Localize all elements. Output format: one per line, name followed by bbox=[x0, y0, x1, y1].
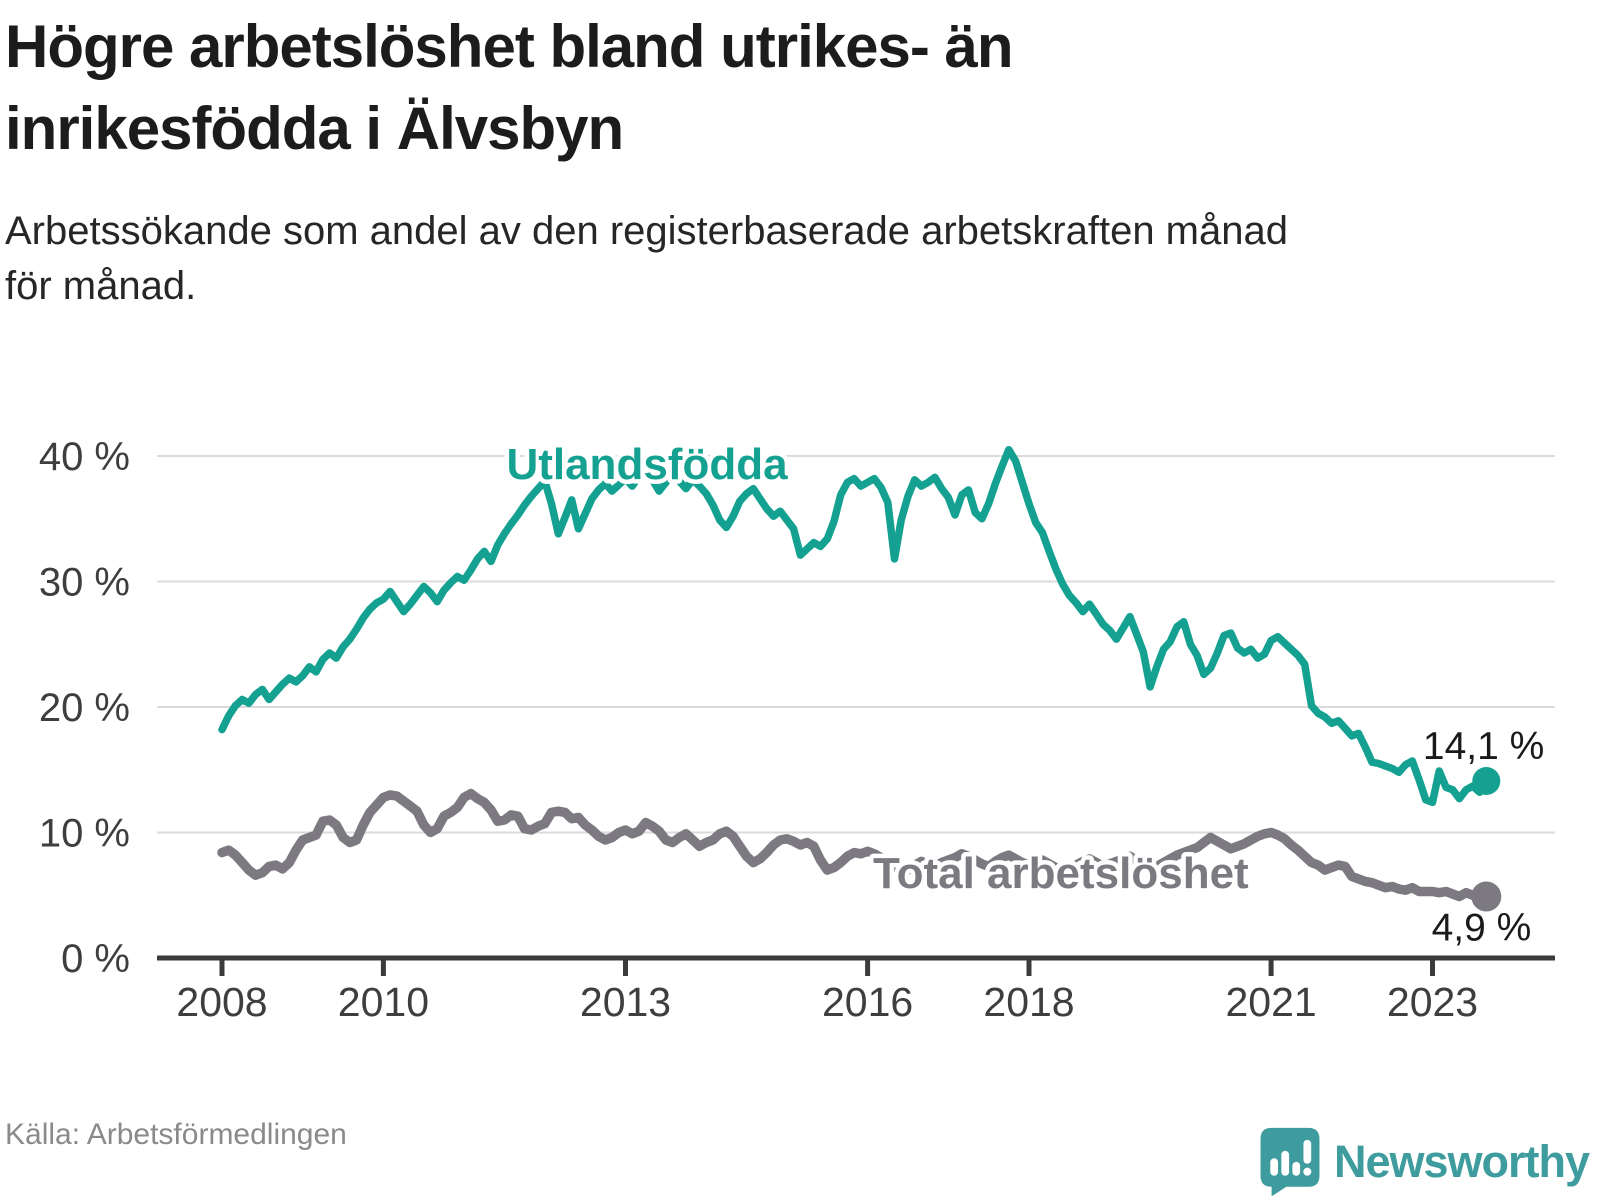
x-tick-label: 2010 bbox=[338, 979, 429, 1025]
x-tick-label: 2008 bbox=[176, 979, 267, 1025]
chart-subtitle: Arbetssökande som andel av den registerb… bbox=[5, 204, 1565, 314]
series-line-total bbox=[217, 788, 1492, 903]
series-end-value: 4,9 % bbox=[1432, 907, 1532, 950]
page-title-line1: Högre arbetslöshet bland utrikes- än bbox=[5, 13, 1014, 80]
series-end-dot bbox=[1472, 767, 1501, 795]
page-title-line2: inrikesfödda i Älvsbyn bbox=[5, 94, 624, 162]
series-line-utlandsfodda bbox=[218, 445, 1491, 807]
y-tick-label: 30 % bbox=[39, 561, 130, 605]
series-end-dot bbox=[1471, 881, 1502, 912]
y-tick-label: 0 % bbox=[61, 937, 130, 981]
x-tick-label: 2016 bbox=[822, 979, 913, 1025]
chart-subtitle-line2: för månad. bbox=[5, 264, 197, 309]
x-tick-label: 2018 bbox=[983, 979, 1074, 1025]
x-tick-label: 2023 bbox=[1387, 979, 1478, 1025]
source-note: Källa: Arbetsförmedlingen bbox=[5, 1118, 347, 1151]
y-tick-label: 40 % bbox=[39, 435, 130, 479]
page-title: Högre arbetslöshet bland utrikes- än inri… bbox=[5, 6, 1305, 169]
series-end-value: 14,1 % bbox=[1423, 725, 1544, 768]
newsworthy-wordmark: Newsworthy bbox=[1334, 1135, 1590, 1187]
y-tick-label: 20 % bbox=[39, 686, 130, 730]
chart-subtitle-line1: Arbetssökande som andel av den registerb… bbox=[5, 209, 1288, 253]
series-label: Utlandsfödda bbox=[506, 440, 788, 489]
newsworthy-logo: Newsworthy bbox=[1258, 1126, 1590, 1196]
x-tick-label: 2013 bbox=[580, 979, 671, 1025]
y-tick-label: 10 % bbox=[39, 812, 130, 856]
series-label: Total arbetslöshet bbox=[873, 849, 1249, 898]
x-tick-label: 2021 bbox=[1225, 979, 1316, 1025]
bar-chart-speech-bubble-icon bbox=[1260, 1127, 1320, 1196]
